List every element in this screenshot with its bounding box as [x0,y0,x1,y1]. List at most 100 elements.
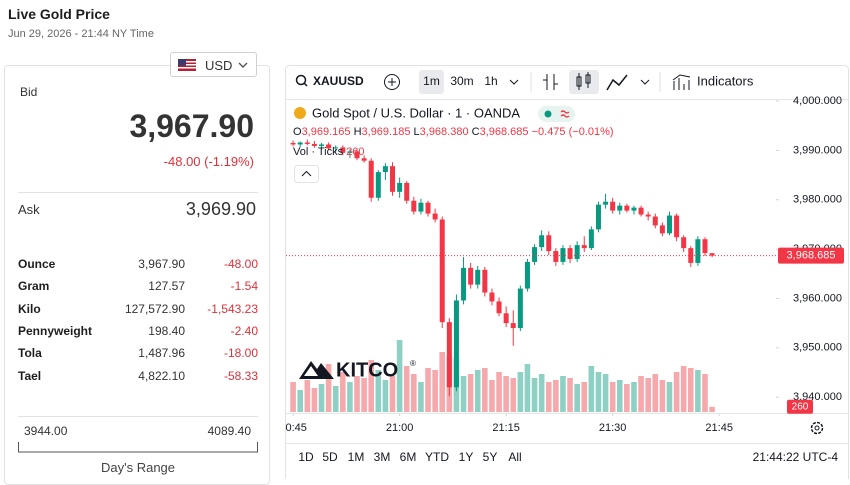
candle-body [595,204,601,230]
candle-body [624,205,630,211]
x-tick-label: 21:45 [705,422,733,434]
range-button[interactable]: 5Y [483,450,498,464]
volume-bar [680,366,687,412]
range-label: Day's Range [100,460,176,475]
candle-body [631,207,637,211]
unit-price: 127.57 [148,279,185,294]
volume-bar [411,374,417,412]
candle-body [709,253,715,256]
plot-area [286,139,776,412]
divider [18,192,258,193]
ohlc-value: 3,968.380 [420,126,469,138]
candle-body [560,248,566,262]
volume-bar [588,366,595,412]
y-tick-label: 3,980.000 [793,194,842,206]
range-button[interactable]: 5D [322,450,338,464]
volume-tag-label: 260 [792,401,809,412]
candle-body [674,215,680,238]
ohlc-value: 3,969.185 [362,126,411,138]
interval-button[interactable]: 1m [423,74,440,88]
interval-button[interactable]: 30m [450,74,473,88]
candle-body [617,205,623,211]
candle-style-icon [576,72,591,90]
ohlc-key: O [293,126,302,138]
bid-label: Bid [20,85,38,99]
volume-bar [340,372,346,412]
y-tick-label: 3,990.000 [793,144,842,156]
volume-bar [567,378,573,412]
candle-body [645,214,651,217]
volume-bar [354,376,360,412]
last-price-tag [778,247,844,264]
y-tick-label: 4,000.000 [793,95,842,107]
unit-name: Ounce [18,257,56,271]
logo-text: KITCO [336,359,398,381]
y-tick-label: 3,950.000 [793,342,842,354]
volume-bar [375,370,382,412]
interval-button[interactable]: 1h [484,74,497,88]
candle-body [702,239,708,254]
candle-body [404,182,410,201]
volume-bar [531,378,538,412]
unit-price: 1,487.96 [138,346,185,361]
candle-body [475,269,481,285]
candle-body [610,201,616,211]
candle-body [638,207,644,215]
search-icon[interactable] [295,74,308,87]
bars-style-icon[interactable] [543,74,558,90]
range-button[interactable]: 1Y [459,450,474,464]
candle-body [567,248,573,259]
candle-body [418,202,424,212]
unit-name: Pennyweight [18,323,93,338]
interval-menu[interactable] [509,79,519,85]
style-menu[interactable] [640,79,650,85]
unit-name: Gram [18,279,50,294]
volume-bar [361,378,367,412]
range-button[interactable]: 1M [348,450,365,464]
volume-bar [474,370,481,412]
indicators-icon[interactable] [672,74,691,90]
candle-body [382,166,388,173]
candle-body [297,142,303,145]
collapse-button[interactable] [294,165,319,183]
currency-label: USD [205,58,233,73]
page-title: Live Gold Price [8,6,110,22]
candle-body [652,216,658,226]
volume-bar [382,380,389,412]
volume-bar [560,376,566,412]
clock: 21:44:22 UTC-4 [753,450,839,464]
range-button[interactable]: 1D [298,450,314,464]
candle-body [532,247,538,262]
candle-body [425,202,431,214]
unit-price: 4,822.10 [138,368,185,383]
volume-bar [389,376,396,412]
range-button[interactable]: All [508,450,521,464]
candle-body [574,245,580,259]
area-style-icon[interactable] [606,74,628,91]
candle-body [695,239,701,263]
volume-bar [524,364,531,412]
flag-icon [178,59,196,71]
compare-button[interactable] [384,74,400,90]
candle-body [432,213,438,220]
candle-style-selected[interactable] [569,70,599,94]
candle-body [496,301,502,314]
candle-body [354,151,360,159]
range-button[interactable]: 6M [400,450,417,464]
range-button[interactable]: 3M [374,450,391,464]
symbol[interactable]: XAUUSD [313,74,364,88]
candle-body [368,160,374,198]
legend-title: Gold Spot / U.S. Dollar · 1 · OANDA [312,105,520,120]
volume-bar [403,366,410,412]
range-button[interactable]: YTD [425,450,449,464]
unit-change: -58.33 [223,368,258,383]
volume-bar [418,382,424,412]
currency-select[interactable]: USD [170,52,257,77]
ohlc-change: −0.475 (−0.01%) [532,126,614,138]
chart-panel: XAUUSD 1m 30m 1h Indicators Gold Spot / … [285,65,849,479]
candle-body [390,166,396,192]
settings-icon[interactable] [810,421,824,435]
candle-body [524,261,530,289]
indicators-button[interactable]: Indicators [697,73,754,88]
unit-price: 127,572.90 [124,301,185,316]
